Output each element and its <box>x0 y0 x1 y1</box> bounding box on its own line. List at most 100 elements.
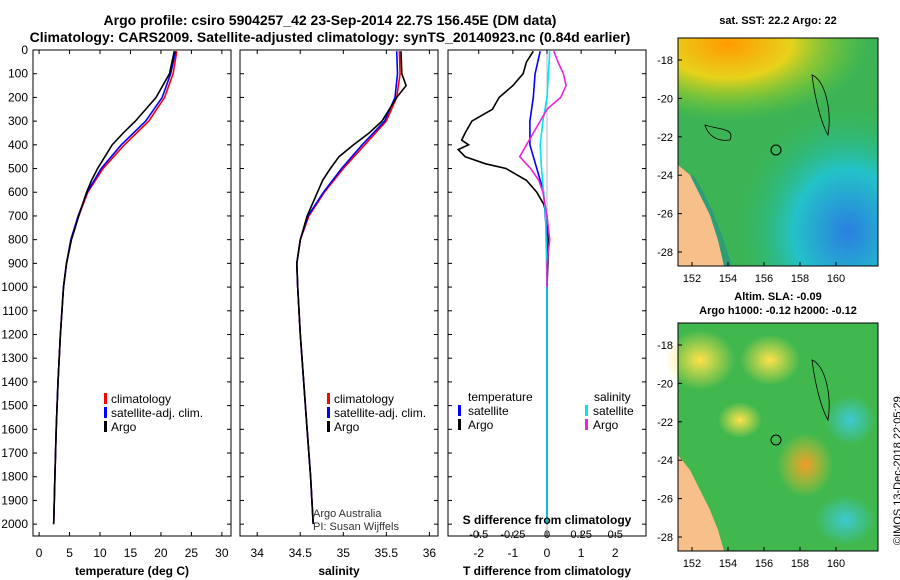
chart-title-line1: Argo profile: csiro 5904257_42 23-Sep-20… <box>103 12 557 28</box>
sla-map-title-line1: Altim. SLA: -0.09 <box>734 291 821 303</box>
map-lat-tick-label: -22 <box>657 132 673 144</box>
sla-high-region <box>718 402 762 438</box>
map-lat-tick-label: -24 <box>657 170 673 182</box>
map-tick-labels: -18 -20 -22 -24 -26 -28 152 154 156 158 160 -18 -20 -… <box>657 55 845 570</box>
reef-contour <box>811 74 830 137</box>
legend-swatch-t-satellite <box>458 405 461 416</box>
credit-line1: Argo Australia <box>313 508 382 520</box>
legend-swatch-satellite <box>327 407 330 418</box>
argo-location-marker <box>770 144 782 156</box>
legend-label-climatology: climatology <box>334 392 394 406</box>
depth-tick-label: 1600 <box>1 422 28 436</box>
legend-swatch-argo <box>104 421 107 432</box>
series-line-t-argo <box>456 50 550 525</box>
x-tick-label: -2 <box>473 546 484 560</box>
australia-coast <box>678 165 724 266</box>
x-tick-label: 35.5 <box>375 546 399 560</box>
legend-title-salinity: salinity <box>594 390 631 404</box>
map-lat-tick-label: -20 <box>657 93 673 105</box>
series-line-climatology <box>52 51 178 525</box>
temperature-legend: climatology satellite-adj. clim. Argo <box>104 392 203 434</box>
map-lat-tick-label: -22 <box>657 417 673 429</box>
temperature-panel-frame <box>32 49 232 537</box>
map-lat-tick-label: -18 <box>657 55 673 67</box>
series-line-argo <box>52 51 176 525</box>
depth-tick-label: 200 <box>8 90 28 104</box>
x-tick-label: 0 <box>544 546 551 560</box>
map-lon-tick-label: 160 <box>827 273 845 285</box>
map-lat-tick-label: -28 <box>657 247 673 259</box>
x-tick-label: 20 <box>154 546 168 560</box>
legend-label-s-satellite: satellite <box>593 404 634 418</box>
s-diff-tick-label: -0.5 <box>469 529 488 541</box>
x-tick-label: 1 <box>578 546 585 560</box>
depth-tick-label: 1900 <box>1 493 28 507</box>
depth-tick-label: 700 <box>8 209 28 223</box>
chart-title-line2: Climatology: CARS2009. Satellite-adjuste… <box>29 29 631 45</box>
depth-tick-label: 1200 <box>1 327 28 341</box>
legend-swatch-t-argo <box>458 419 461 430</box>
depth-tick-label: 1400 <box>1 375 28 389</box>
depth-tick-label: 1700 <box>1 446 28 460</box>
x-tick-label: 35 <box>337 546 351 560</box>
depth-tick-label: 1300 <box>1 351 28 365</box>
legend-swatch-s-satellite <box>585 405 588 416</box>
series-line-s-argo <box>518 50 567 288</box>
series-line-argo <box>295 51 408 525</box>
sla-high-region <box>740 335 800 385</box>
x-tick-label: 10 <box>93 546 107 560</box>
depth-tick-label: 500 <box>8 162 28 176</box>
legend-title-temperature: temperature <box>468 390 533 404</box>
s-difference-axis-title: S difference from climatology <box>463 513 632 527</box>
salinity-legend: climatology satellite-adj. clim. Argo <box>327 392 426 434</box>
depth-tick-label: 600 <box>8 185 28 199</box>
reef-contour <box>704 124 732 141</box>
sst-map <box>677 37 879 267</box>
sla-low-region <box>825 395 875 445</box>
depth-tick-label: 1500 <box>1 399 28 413</box>
sst-map-title: sat. SST: 22.2 Argo: 22 <box>719 15 837 27</box>
legend-label-climatology: climatology <box>111 392 171 406</box>
series-line-t-satellite <box>529 51 548 525</box>
s-diff-tick-label: 0.25 <box>570 529 591 541</box>
t-difference-axis-title: T difference from climatology <box>463 564 631 578</box>
depth-axis: 0 100 200 300 400 500 600 700 800 900 1000 1100 1200… <box>1 43 646 531</box>
legend-swatch-climatology <box>327 393 330 404</box>
map-lat-tick-label: -26 <box>657 209 673 221</box>
credit-line2: PI: Susan Wijffels <box>313 521 399 533</box>
sst-map-frame <box>677 37 879 267</box>
sla-map <box>665 322 879 552</box>
legend-label-satellite: satellite-adj. clim. <box>334 406 426 420</box>
x-tick-label: 34 <box>251 546 265 560</box>
difference-panel: -2 -1 0 1 2 <box>456 50 619 560</box>
depth-tick-label: 2000 <box>1 517 28 531</box>
series-line-satellite-adj-clim- <box>295 51 399 525</box>
x-tick-label: 36 <box>423 546 437 560</box>
map-lat-tick-label: -28 <box>657 532 673 544</box>
legend-label-t-argo: Argo <box>468 418 494 432</box>
legend-swatch-satellite <box>104 407 107 418</box>
reef-contour <box>811 359 830 422</box>
x-tick-label: 15 <box>124 546 138 560</box>
s-diff-tick-label: -0.25 <box>500 529 525 541</box>
s-diff-tick-label: 0.5 <box>608 529 623 541</box>
map-lon-tick-label: 158 <box>791 558 809 570</box>
x-tick-label: 34.5 <box>289 546 313 560</box>
map-lat-tick-label: -20 <box>657 378 673 390</box>
depth-tick-label: 300 <box>8 114 28 128</box>
sla-map-frame <box>677 322 879 552</box>
x-tick-label: 2 <box>612 546 619 560</box>
x-tick-label: 5 <box>66 546 73 560</box>
depth-tick-label: 800 <box>8 233 28 247</box>
series-line-satellite-adj-clim- <box>52 51 177 525</box>
depth-tick-label: 1800 <box>1 470 28 484</box>
map-lon-tick-label: 160 <box>827 558 845 570</box>
continental-shelf <box>690 175 732 266</box>
salinity-axis-title: salinity <box>318 564 360 578</box>
imos-credit: ©IMOS 13-Dec-2018 22:05:29 <box>892 396 900 545</box>
sla-map-title-line2: Argo h1000: -0.12 h2000: -0.12 <box>699 305 857 317</box>
sla-high-region <box>665 330 735 390</box>
temperature-panel: 0 5 10 15 20 25 30 <box>36 50 229 560</box>
legend-swatch-climatology <box>104 393 107 404</box>
